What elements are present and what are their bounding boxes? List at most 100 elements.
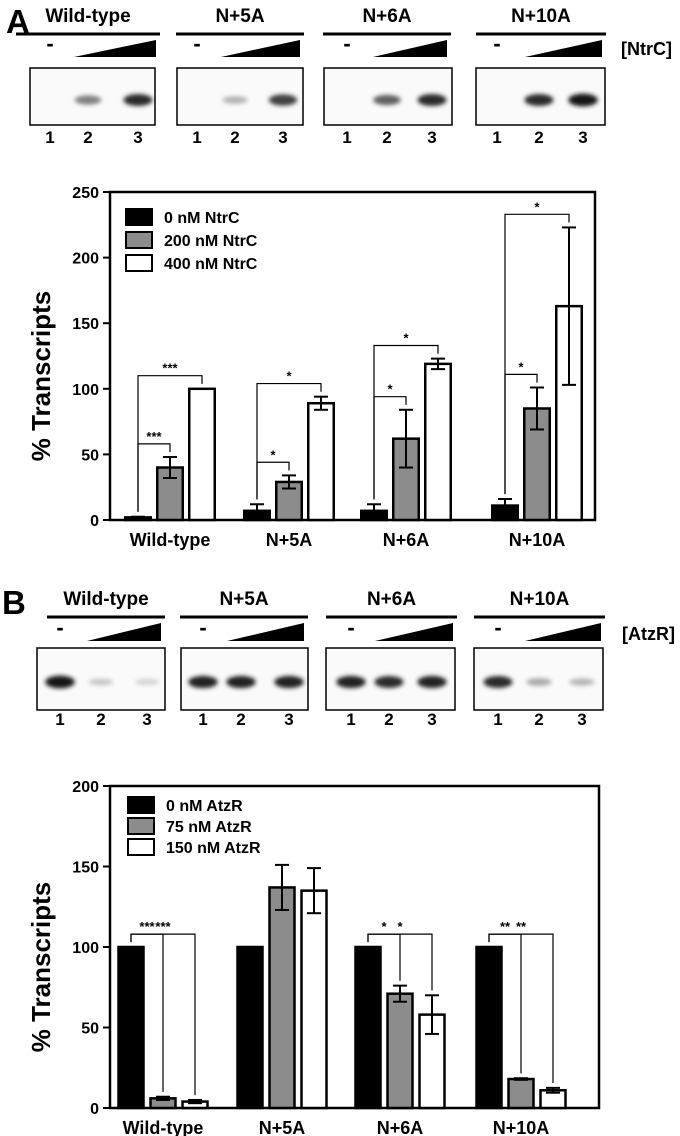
bar-chart: 0 50 100 150 200 250 % Transcripts Wild-type N+5… [26,185,597,550]
lane-number: 1 [55,710,64,729]
significance-label: ** [516,919,527,934]
panel-letter: B [2,584,26,621]
y-tick-label: 0 [90,513,99,530]
lane-number: 2 [236,710,245,729]
gel-band [274,675,304,689]
y-tick-label: 200 [72,779,99,796]
legend-swatch [125,231,153,249]
legend-label: 0 nM NtrC [164,210,240,227]
legend-swatch [125,254,153,272]
bar [236,945,264,1110]
significance-label: *** [155,919,171,934]
gel-band [188,675,218,689]
significance-bracket [373,344,439,500]
bar [507,1077,535,1110]
significance-bracket [504,213,570,495]
y-tick-label: 150 [72,860,99,877]
gel-header-label: N+10A [511,6,571,27]
protein-label: [NtrC] [621,39,672,59]
significance-label: * [286,369,292,384]
lane-number: 3 [427,710,436,729]
x-tick-label: N+6A [377,1118,424,1136]
lane-number: 1 [192,128,201,147]
lane-number: 2 [382,128,391,147]
panel-A: A Wild-type-1 2 3N+5A-1 2 3N+6A-1 2 3N+10A-1 2 3[… [6,3,672,550]
gel-band [526,678,552,686]
legend-swatch [127,817,155,835]
significance-bracket [256,382,322,500]
gel-minus-label: - [199,615,206,640]
lane-number: 3 [284,710,293,729]
lane-number: 1 [493,710,502,729]
legend: 0 nM AtzR 75 nM AtzR 150 nM AtzR [127,796,261,857]
gel-band [134,678,160,686]
gel-band [74,95,102,105]
gel-header-label: N+5A [215,6,264,27]
bar [307,401,335,522]
plot-frame [108,190,597,522]
gel-band [222,96,248,104]
bar [268,886,296,1110]
bar [117,945,145,1110]
gel-header-label: N+10A [510,589,570,610]
y-tick-label: 100 [72,940,99,957]
significance-label: ** [500,919,511,934]
lane-number: 1 [346,710,355,729]
protein-label: [AtzR] [622,624,675,644]
significance-label: * [403,331,409,346]
x-tick-label: N+5A [259,1118,306,1136]
panel-letter: A [6,3,30,40]
concentration-wedge [227,623,304,641]
legend: 0 nM NtrC 200 nM NtrC 400 nM NtrC [125,208,258,273]
significance-label: *** [146,429,162,444]
lane-number: 1 [342,128,351,147]
significance-bracket [367,933,433,991]
significance-label: *** [162,361,178,376]
legend-swatch [127,838,155,856]
lane-number: 1 [198,710,207,729]
gel-band [226,675,256,689]
concentration-wedge [373,40,447,57]
gel-minus-label: - [347,615,354,640]
panel-B: B Wild-type-1 2 3N+5A-1 2 3N+6A-1 2 3N+10A-1 2 3[… [2,584,675,1136]
gel-band [45,675,75,689]
significance-bracket [488,933,554,1084]
gel-band [524,94,554,106]
concentration-wedge [375,623,453,641]
concentration-wedge [525,623,601,641]
legend-label: 150 nM AtzR [166,840,261,857]
bar [354,945,382,1110]
y-tick-label: 200 [72,251,99,268]
gel-band [336,675,366,689]
lane-number: 3 [577,710,586,729]
bar [188,387,216,522]
gel-band [373,94,401,106]
x-tick-label: Wild-type [130,530,211,550]
gel-header-label: N+6A [362,6,411,27]
gel-band [417,675,447,689]
bar [386,992,414,1110]
y-tick-label: 50 [81,447,99,464]
x-tick-label: N+6A [383,530,430,550]
y-tick-label: 250 [72,185,99,202]
gel-band [123,94,153,106]
lane-number: 3 [427,128,436,147]
gel-band [568,93,598,107]
x-tick-label: N+10A [493,1118,550,1136]
y-tick-label: 100 [72,382,99,399]
gel-header-label: N+5A [219,589,268,610]
concentration-wedge [525,40,602,57]
gel-band [268,94,298,106]
gel-minus-label: - [56,615,63,640]
lane-number: 2 [83,128,92,147]
lane-number: 3 [142,710,151,729]
lane-number: 1 [45,128,54,147]
significance-label: *** [139,919,155,934]
x-tick-label: N+5A [266,530,313,550]
gel-minus-label: - [343,31,350,56]
gel-header-label: N+6A [367,589,416,610]
y-axis-label: % Transcripts [26,291,56,462]
significance-label: * [397,919,403,934]
bar [475,945,503,1110]
